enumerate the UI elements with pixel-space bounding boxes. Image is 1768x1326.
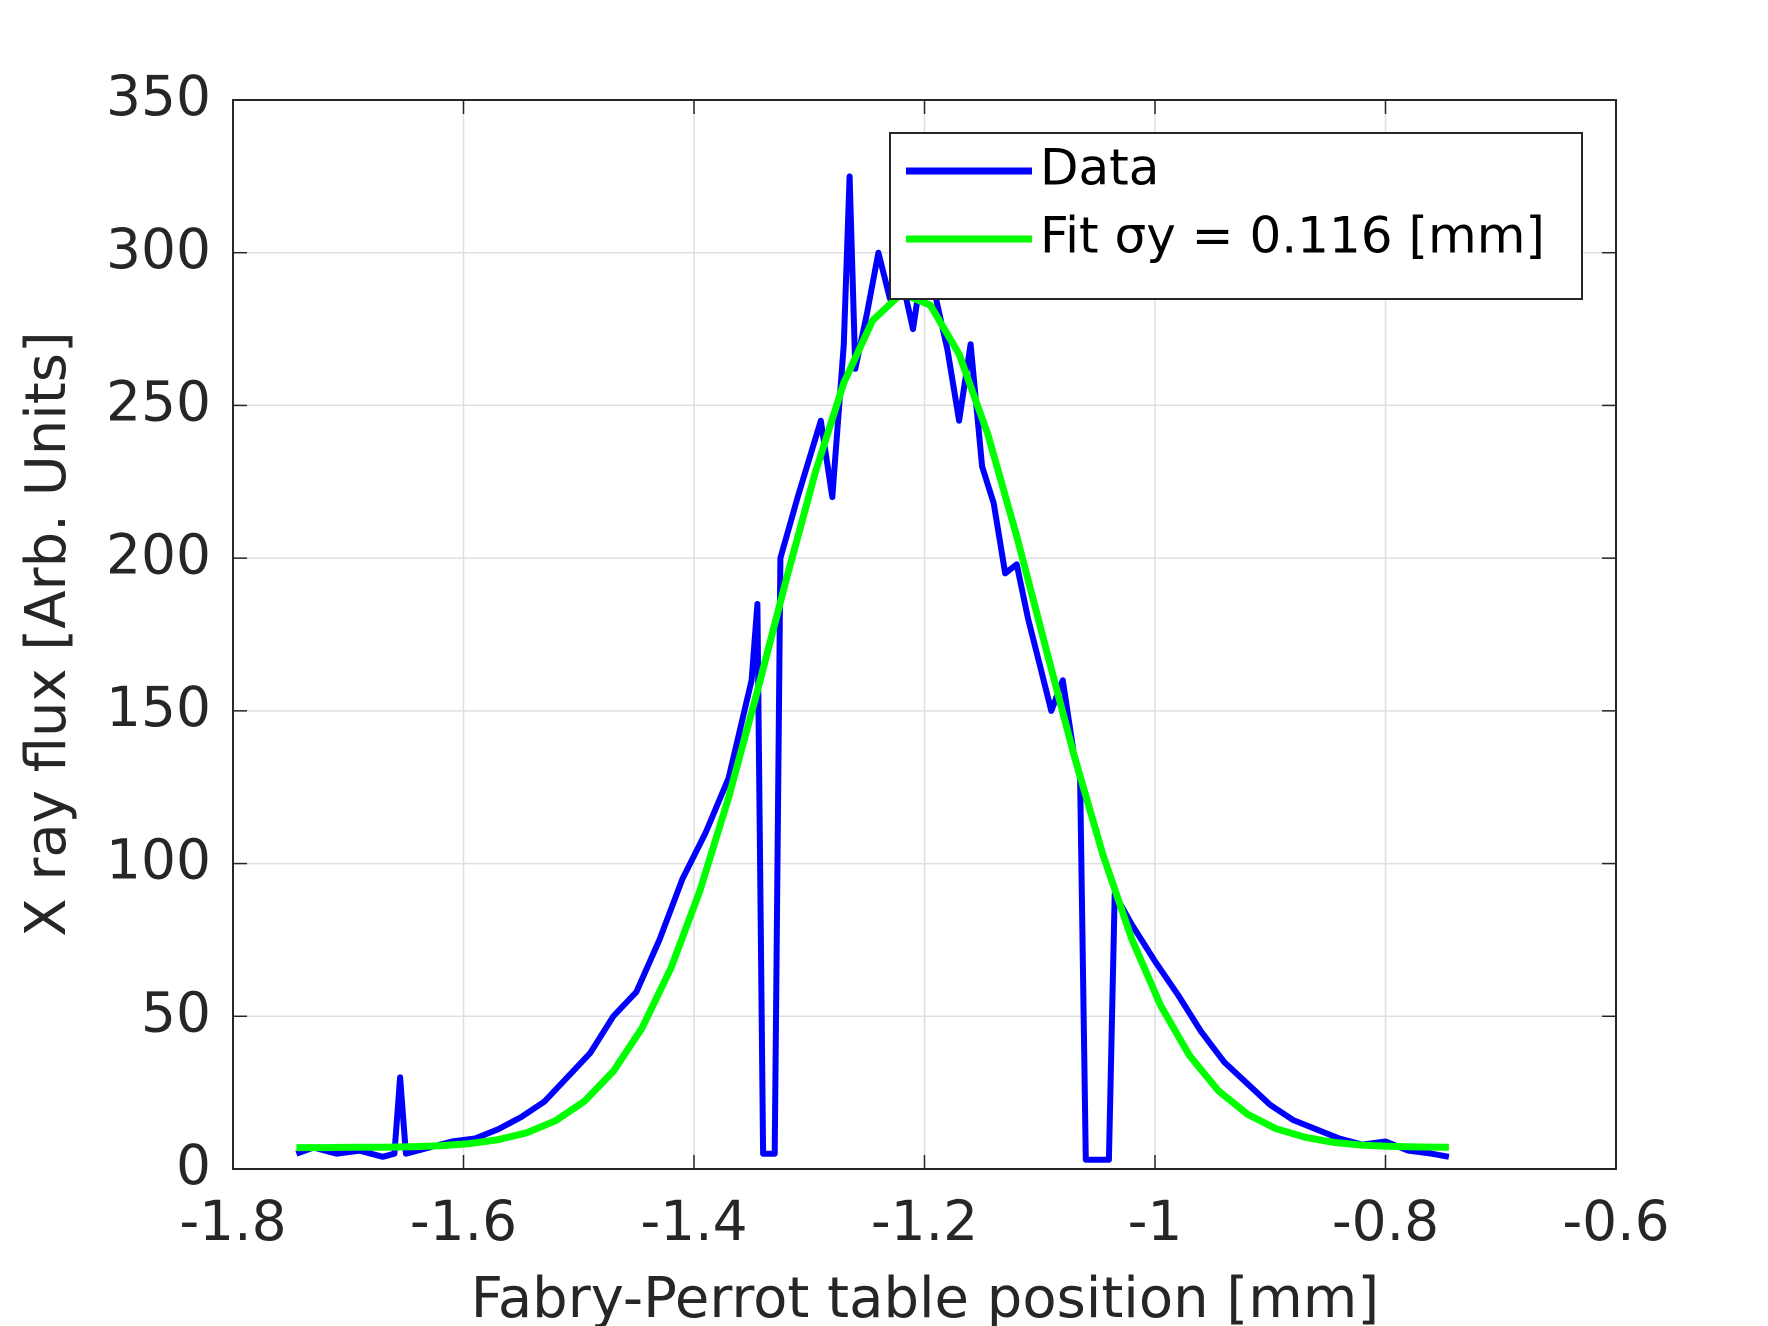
x-tick-label: -1.6 — [410, 1189, 517, 1253]
y-axis-label: X ray flux [Arb. Units] — [14, 331, 79, 937]
legend-label: Fit σy = 0.116 [mm] — [1040, 207, 1545, 265]
x-tick-label: -1.2 — [871, 1189, 978, 1253]
y-tick-label: 250 — [106, 370, 211, 434]
x-tick-label: -1.8 — [179, 1189, 286, 1253]
series-line — [296, 289, 1449, 1152]
y-tick-label: 0 — [176, 1133, 211, 1197]
legend-label: Data — [1040, 139, 1159, 197]
y-tick-label: 200 — [106, 522, 211, 586]
plot-frame — [232, 99, 1617, 1170]
x-tick-label: -0.6 — [1562, 1189, 1669, 1253]
legend-box — [889, 132, 1583, 300]
x-axis-label: Fabry-Perrot table position [mm] — [471, 1266, 1379, 1326]
y-tick-label: 300 — [106, 217, 211, 281]
x-tick-label: -1.4 — [640, 1189, 747, 1253]
y-tick-label: 100 — [106, 828, 211, 892]
x-tick-label: -0.8 — [1332, 1189, 1439, 1253]
legend: Data Fit σy = 0.116 [mm] — [889, 132, 1583, 300]
y-tick-label: 50 — [141, 980, 211, 1044]
y-tick-label: 150 — [106, 675, 211, 739]
y-tick-label: 350 — [106, 64, 211, 128]
x-tick-label: -1 — [1128, 1189, 1183, 1253]
